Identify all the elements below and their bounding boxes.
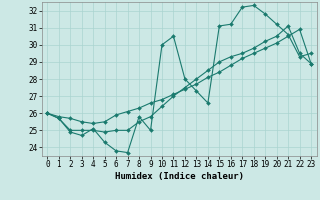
X-axis label: Humidex (Indice chaleur): Humidex (Indice chaleur) bbox=[115, 172, 244, 181]
